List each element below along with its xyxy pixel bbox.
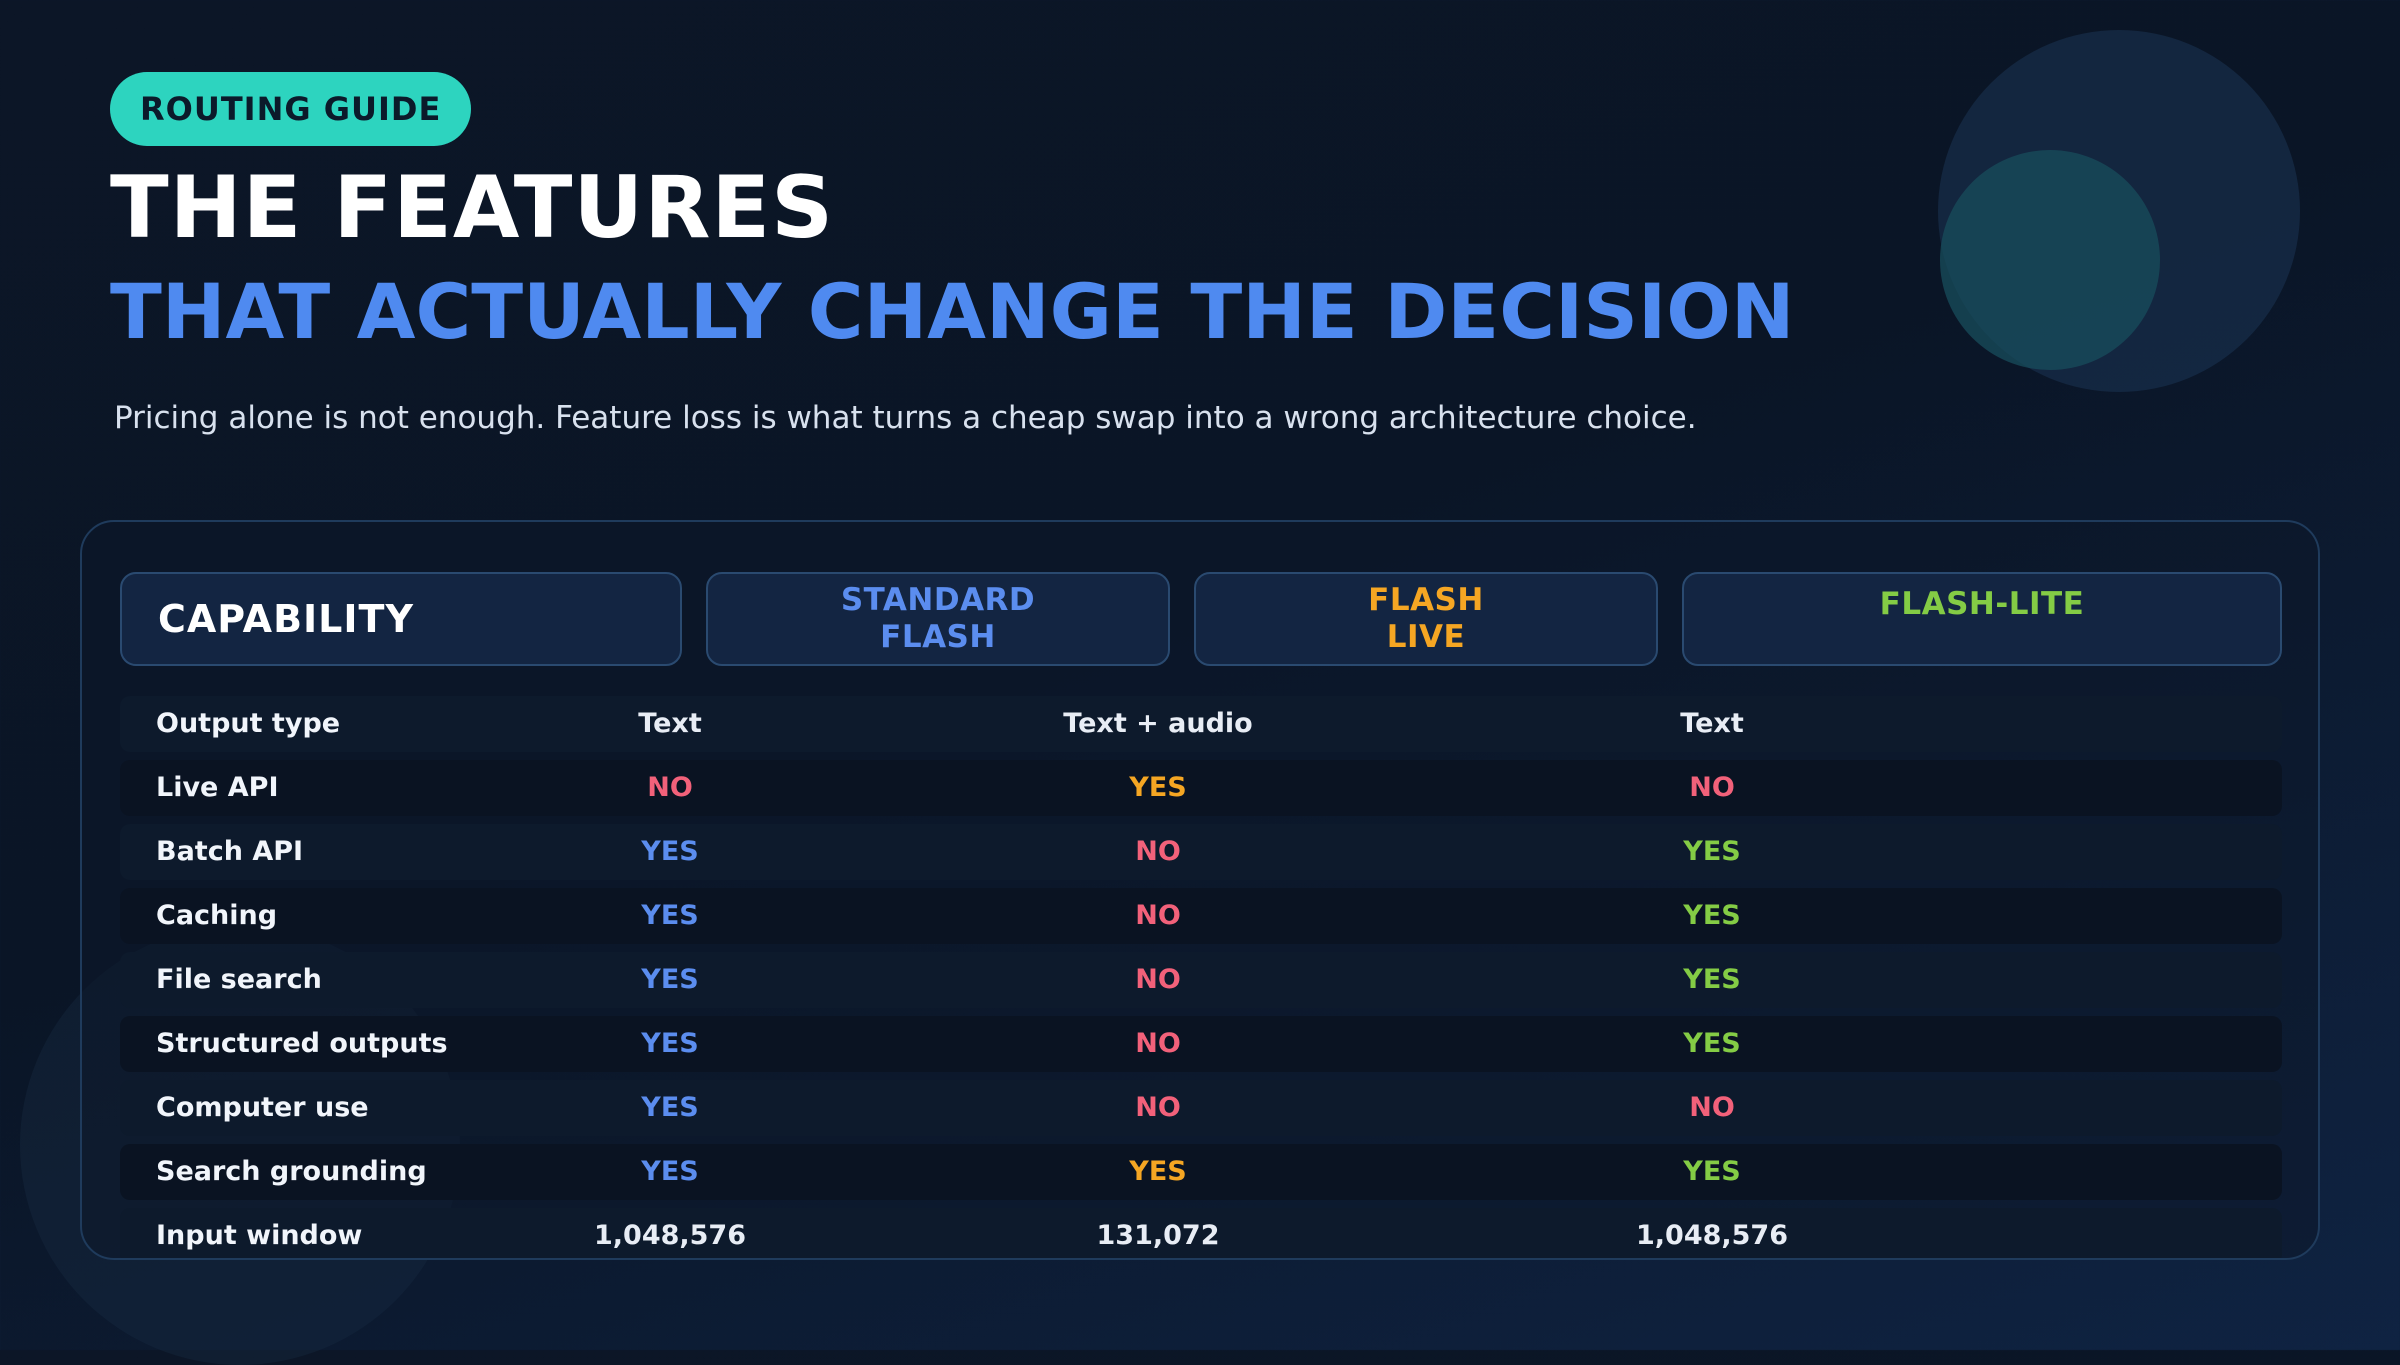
- cell-standard-flash: Text: [638, 708, 702, 739]
- cell-flash-live: 131,072: [1096, 1220, 1220, 1251]
- cell-standard-flash: NO: [647, 772, 693, 803]
- cell-standard-flash: YES: [641, 1156, 699, 1187]
- page-description: Pricing alone is not enough. Feature los…: [114, 400, 1697, 436]
- decorative-circle-small: [1940, 150, 2160, 370]
- header-standard-flash: STANDARD FLASH: [706, 572, 1170, 666]
- table-row: Search grounding YES YES YES: [120, 1144, 2282, 1200]
- table-row: Live API NO YES NO: [120, 760, 2282, 816]
- cell-flash-live: NO: [1135, 836, 1181, 867]
- cell-standard-flash: YES: [641, 836, 699, 867]
- table-row: Structured outputs YES NO YES: [120, 1016, 2282, 1072]
- cell-flash-live: NO: [1135, 964, 1181, 995]
- cell-standard-flash: YES: [641, 1092, 699, 1123]
- header-flash-live-line1: FLASH: [1368, 582, 1484, 618]
- row-label: Search grounding: [156, 1156, 427, 1187]
- cell-flash-live: NO: [1135, 1092, 1181, 1123]
- cell-flash-lite: YES: [1683, 1028, 1741, 1059]
- cell-flash-lite: 1,048,576: [1635, 1220, 1789, 1251]
- cell-standard-flash: 1,048,576: [593, 1220, 747, 1251]
- table-row: Batch API YES NO YES: [120, 824, 2282, 880]
- table-row: Caching YES NO YES: [120, 888, 2282, 944]
- cell-flash-lite: NO: [1689, 1092, 1735, 1123]
- page-title: THE FEATURES: [110, 158, 835, 258]
- cell-flash-live: Text + audio: [1063, 708, 1253, 739]
- header-flash-lite: FLASH-LITE: [1682, 572, 2282, 666]
- cell-flash-live: YES: [1129, 1156, 1187, 1187]
- header-standard-flash-line2: FLASH: [880, 619, 996, 655]
- table-row: Computer use YES NO NO: [120, 1080, 2282, 1136]
- header-standard-flash-line1: STANDARD: [840, 582, 1036, 618]
- cell-flash-lite: YES: [1683, 836, 1741, 867]
- feature-comparison-table: CAPABILITY STANDARD FLASH FLASH LIVE FLA…: [80, 520, 2320, 1260]
- cell-flash-lite: YES: [1683, 900, 1741, 931]
- cell-flash-live: NO: [1135, 900, 1181, 931]
- cell-flash-lite: NO: [1689, 772, 1735, 803]
- cell-standard-flash: YES: [641, 900, 699, 931]
- cell-flash-lite: YES: [1683, 1156, 1741, 1187]
- header-capability: CAPABILITY: [120, 572, 682, 666]
- page-subtitle-heading: THAT ACTUALLY CHANGE THE DECISION: [110, 267, 1795, 356]
- cell-standard-flash: YES: [641, 1028, 699, 1059]
- cell-flash-lite: Text: [1680, 708, 1744, 739]
- table-row: Output type Text Text + audio Text: [120, 696, 2282, 752]
- row-label: Computer use: [156, 1092, 369, 1123]
- cell-flash-lite: YES: [1683, 964, 1741, 995]
- row-label: File search: [156, 964, 322, 995]
- header-flash-lite-label: FLASH-LITE: [1879, 586, 2085, 622]
- row-label: Output type: [156, 708, 341, 739]
- cell-flash-live: NO: [1135, 1028, 1181, 1059]
- table-row: Input window 1,048,576 131,072 1,048,576: [120, 1208, 2282, 1258]
- row-label: Input window: [156, 1220, 363, 1251]
- header-flash-live-line2: LIVE: [1386, 619, 1466, 655]
- row-label: Caching: [156, 900, 278, 931]
- row-label: Live API: [156, 772, 279, 803]
- cell-flash-live: YES: [1129, 772, 1187, 803]
- header-flash-live: FLASH LIVE: [1194, 572, 1658, 666]
- row-label: Structured outputs: [156, 1028, 448, 1059]
- table-row: File search YES NO YES: [120, 952, 2282, 1008]
- header-capability-label: CAPABILITY: [158, 597, 414, 641]
- routing-guide-tag: ROUTING GUIDE: [110, 72, 472, 146]
- row-label: Batch API: [156, 836, 304, 867]
- cell-standard-flash: YES: [641, 964, 699, 995]
